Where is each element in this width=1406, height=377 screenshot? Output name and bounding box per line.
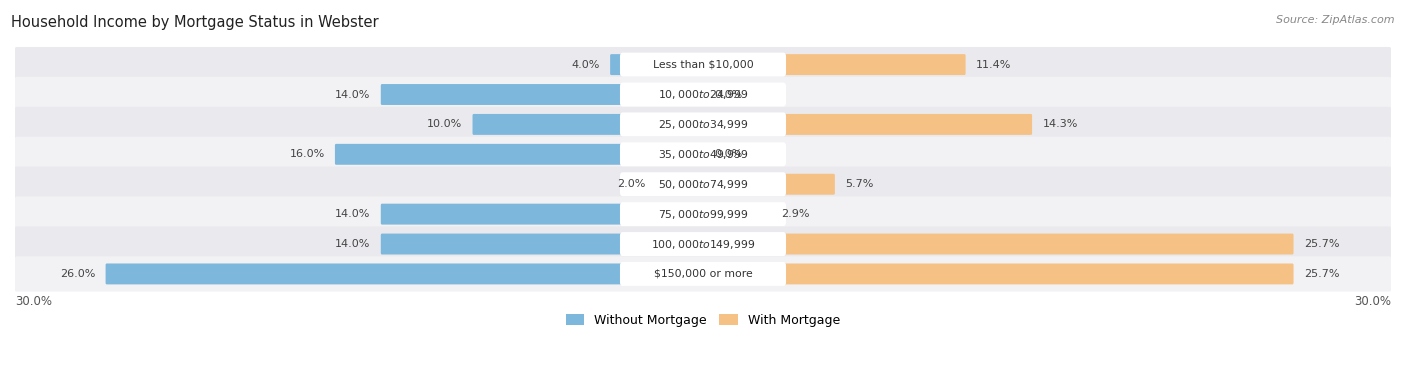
FancyBboxPatch shape [472, 114, 704, 135]
Text: 4.0%: 4.0% [571, 60, 600, 70]
FancyBboxPatch shape [105, 264, 704, 284]
Text: 2.9%: 2.9% [780, 209, 810, 219]
Text: 14.0%: 14.0% [335, 209, 370, 219]
Legend: Without Mortgage, With Mortgage: Without Mortgage, With Mortgage [561, 309, 845, 332]
FancyBboxPatch shape [702, 204, 770, 225]
Text: 14.3%: 14.3% [1042, 120, 1078, 129]
Text: 5.7%: 5.7% [845, 179, 873, 189]
FancyBboxPatch shape [14, 137, 1392, 172]
FancyBboxPatch shape [620, 172, 786, 196]
FancyBboxPatch shape [702, 114, 1032, 135]
FancyBboxPatch shape [14, 227, 1392, 262]
FancyBboxPatch shape [335, 144, 704, 165]
Text: 11.4%: 11.4% [976, 60, 1011, 70]
Text: 26.0%: 26.0% [60, 269, 96, 279]
Text: 14.0%: 14.0% [335, 89, 370, 100]
FancyBboxPatch shape [381, 84, 704, 105]
Text: 0.0%: 0.0% [714, 149, 742, 159]
FancyBboxPatch shape [14, 167, 1392, 202]
Text: 16.0%: 16.0% [290, 149, 325, 159]
Text: $50,000 to $74,999: $50,000 to $74,999 [658, 178, 748, 191]
FancyBboxPatch shape [14, 47, 1392, 82]
Text: Source: ZipAtlas.com: Source: ZipAtlas.com [1277, 15, 1395, 25]
FancyBboxPatch shape [702, 264, 1294, 284]
FancyBboxPatch shape [702, 234, 1294, 254]
FancyBboxPatch shape [620, 143, 786, 166]
Text: $25,000 to $34,999: $25,000 to $34,999 [658, 118, 748, 131]
Text: 0.0%: 0.0% [714, 89, 742, 100]
FancyBboxPatch shape [620, 53, 786, 77]
FancyBboxPatch shape [14, 256, 1392, 291]
FancyBboxPatch shape [14, 107, 1392, 142]
Text: 14.0%: 14.0% [335, 239, 370, 249]
Text: $10,000 to $24,999: $10,000 to $24,999 [658, 88, 748, 101]
Text: Less than $10,000: Less than $10,000 [652, 60, 754, 70]
Text: $100,000 to $149,999: $100,000 to $149,999 [651, 238, 755, 251]
Text: $75,000 to $99,999: $75,000 to $99,999 [658, 208, 748, 221]
Text: $35,000 to $49,999: $35,000 to $49,999 [658, 148, 748, 161]
FancyBboxPatch shape [14, 77, 1392, 112]
FancyBboxPatch shape [381, 234, 704, 254]
FancyBboxPatch shape [620, 202, 786, 226]
FancyBboxPatch shape [381, 204, 704, 225]
Text: 25.7%: 25.7% [1303, 269, 1340, 279]
Text: 10.0%: 10.0% [427, 120, 463, 129]
Text: 25.7%: 25.7% [1303, 239, 1340, 249]
FancyBboxPatch shape [610, 54, 704, 75]
FancyBboxPatch shape [702, 54, 966, 75]
FancyBboxPatch shape [620, 232, 786, 256]
FancyBboxPatch shape [620, 262, 786, 286]
Text: 2.0%: 2.0% [617, 179, 645, 189]
FancyBboxPatch shape [620, 112, 786, 136]
Text: $150,000 or more: $150,000 or more [654, 269, 752, 279]
FancyBboxPatch shape [702, 174, 835, 195]
FancyBboxPatch shape [620, 83, 786, 106]
Text: 30.0%: 30.0% [1354, 295, 1391, 308]
Text: Household Income by Mortgage Status in Webster: Household Income by Mortgage Status in W… [11, 15, 378, 30]
FancyBboxPatch shape [657, 174, 704, 195]
Text: 30.0%: 30.0% [15, 295, 52, 308]
FancyBboxPatch shape [14, 196, 1392, 232]
